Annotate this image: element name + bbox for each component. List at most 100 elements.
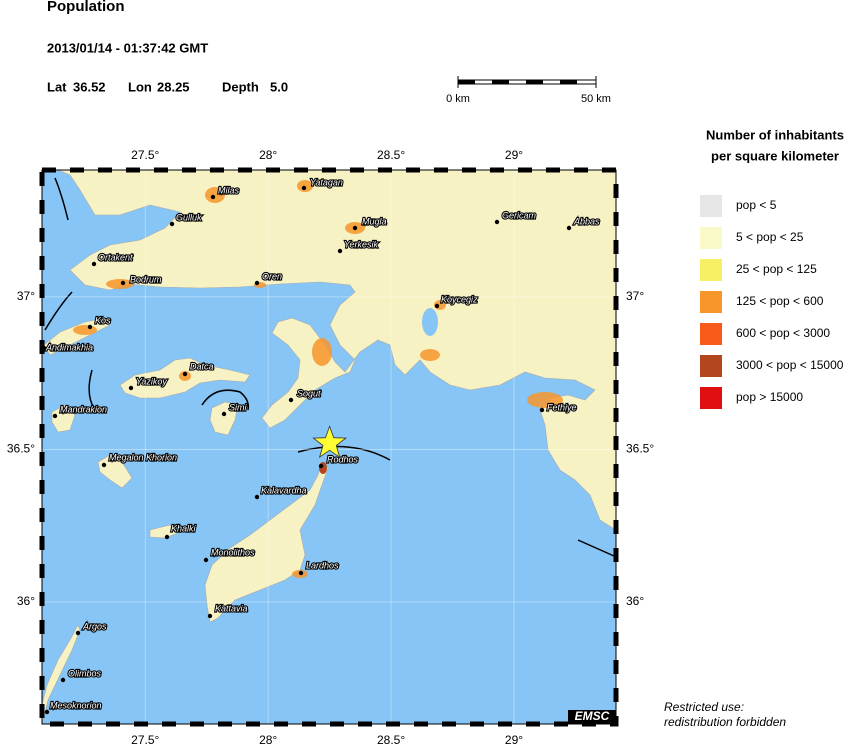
place-label: Oren xyxy=(262,271,282,281)
note: Restricted use: xyxy=(664,700,744,714)
legend-swatch xyxy=(700,387,722,409)
scale-label: 50 km xyxy=(581,93,611,105)
legend-swatch xyxy=(700,227,722,249)
place-label: Monolithos xyxy=(211,547,255,557)
place-dot xyxy=(337,248,343,254)
place-dot xyxy=(221,411,227,417)
place-label: Olimbos xyxy=(68,668,102,678)
place-dot xyxy=(210,194,216,200)
lon-tick-label: 28.5° xyxy=(377,148,405,162)
lat-tick-label: 36.5° xyxy=(7,442,35,456)
place-dot xyxy=(44,709,50,715)
place-label: Gericam xyxy=(502,210,537,220)
legend-swatch xyxy=(700,259,722,281)
place-dot xyxy=(434,303,440,309)
place-label: Argos xyxy=(82,621,107,631)
place-label: Datca xyxy=(190,361,214,371)
legend-swatch xyxy=(700,291,722,313)
lat-tick-label: 37° xyxy=(626,289,644,303)
legend-swatch xyxy=(700,323,722,345)
place-dot xyxy=(120,280,126,286)
credit: EMSC xyxy=(575,709,610,723)
place-label: Gulluk xyxy=(176,212,202,222)
place-dot xyxy=(128,385,134,391)
place-label: Yazikoy xyxy=(136,376,167,386)
place-label: Rodhos xyxy=(327,454,359,464)
note: redistribution forbidden xyxy=(664,715,786,729)
epicenter xyxy=(312,425,347,459)
place-label: Yerkesik xyxy=(344,239,379,249)
place-dot xyxy=(52,413,58,419)
place-label: Sogut xyxy=(297,388,321,398)
place-label: Abbas xyxy=(573,216,600,226)
place-dot xyxy=(169,221,175,227)
place-dot xyxy=(91,261,97,267)
place-label: Megalon Khorion xyxy=(109,452,177,462)
place-dot xyxy=(301,185,307,191)
place-dot xyxy=(254,280,260,286)
legend-label: 600 < pop < 3000 xyxy=(736,326,830,340)
lon-value: 28.25 xyxy=(157,79,190,94)
lon-tick-label: 27.5° xyxy=(131,733,159,746)
scale-bar xyxy=(457,76,597,88)
place-label: Khalki xyxy=(171,523,197,533)
legend-label: 5 < pop < 25 xyxy=(736,230,804,244)
place-label: Fethiye xyxy=(547,402,577,412)
place-label: Andimakhia xyxy=(45,342,93,352)
place-label: Koycegiz xyxy=(441,294,478,304)
place-dot xyxy=(164,534,170,540)
map-border xyxy=(41,169,617,725)
depth-label: Depth xyxy=(222,79,259,94)
place-dot xyxy=(566,225,572,231)
legend-title: per square kilometer xyxy=(711,148,839,163)
place-dot xyxy=(207,613,213,619)
place-label: Ortakent xyxy=(98,252,133,262)
place-dot xyxy=(298,570,304,576)
place-label: Simi xyxy=(229,402,247,412)
lon-label: Lon xyxy=(128,79,152,94)
place-dot xyxy=(318,463,324,469)
lon-tick-label: 28° xyxy=(259,733,277,746)
place-label: Mandrakion xyxy=(60,404,107,414)
place-dot xyxy=(60,677,66,683)
legend-label: pop > 15000 xyxy=(736,390,803,404)
place-dot xyxy=(539,407,545,413)
place-dot xyxy=(75,630,81,636)
legend-title: Number of inhabitants xyxy=(706,127,844,142)
lon-tick-label: 28.5° xyxy=(377,733,405,746)
lon-tick-label: 27.5° xyxy=(131,148,159,162)
legend-label: 3000 < pop < 15000 xyxy=(736,358,844,372)
place-label: Mesoknorion xyxy=(50,700,102,710)
place-dot xyxy=(254,494,260,500)
legend-label: pop < 5 xyxy=(736,198,777,212)
credit-box xyxy=(568,710,616,724)
place-label: Mugla xyxy=(362,216,387,226)
lat-tick-label: 36° xyxy=(17,594,35,608)
lon-tick-label: 29° xyxy=(505,148,523,162)
place-dot xyxy=(203,557,209,563)
datetime: 2013/01/14 - 01:37:42 GMT xyxy=(47,40,208,55)
place-label: Bodrum xyxy=(130,274,162,284)
lat-tick-label: 36° xyxy=(626,594,644,608)
lon-tick-label: 28° xyxy=(259,148,277,162)
lon-tick-label: 29° xyxy=(505,733,523,746)
place-dot xyxy=(352,225,358,231)
place-label: Milas xyxy=(218,185,240,195)
lat-value: 36.52 xyxy=(73,79,106,94)
legend-label: 125 < pop < 600 xyxy=(736,294,824,308)
place-label: Lardhos xyxy=(306,560,339,570)
legend-label: 25 < pop < 125 xyxy=(736,262,817,276)
place-label: Kattavia xyxy=(215,603,248,613)
place-label: Kalavardha xyxy=(261,485,307,495)
legend-swatch xyxy=(700,195,722,217)
place-label: Yatagan xyxy=(310,177,343,187)
place-dot xyxy=(288,397,294,403)
place-dot xyxy=(182,371,188,377)
place-dot xyxy=(87,324,93,330)
place-label: Kos xyxy=(95,315,111,325)
lat-label: Lat xyxy=(47,79,67,94)
depth-value: 5.0 xyxy=(270,79,288,94)
title: Population xyxy=(47,0,125,15)
place-dot xyxy=(101,462,107,468)
